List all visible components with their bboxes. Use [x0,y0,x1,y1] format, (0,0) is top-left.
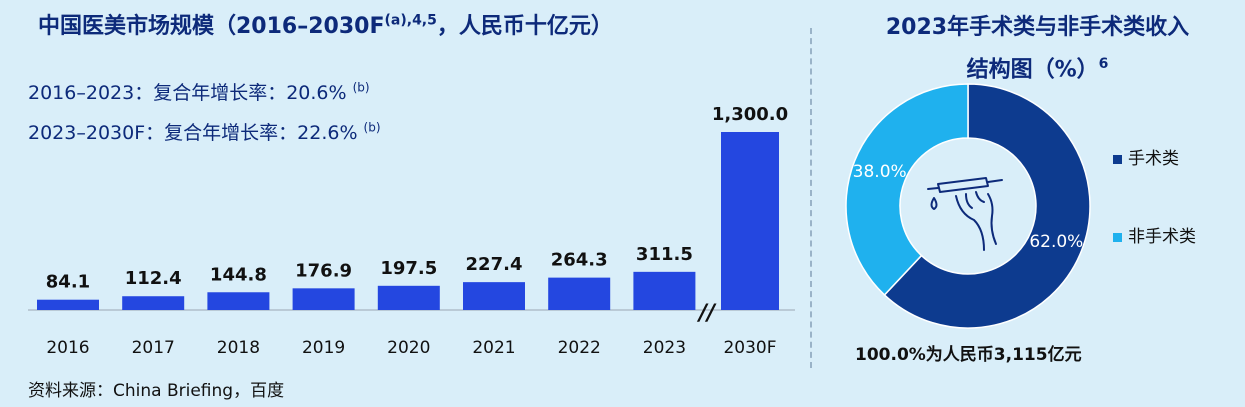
donut-slice-non-surgical [845,83,969,296]
donut-chart-title: 2023年手术类与非手术类收入 结构图（%）6 [830,10,1245,88]
x-tick-2021: 2021 [472,338,515,358]
value-label-2018: 144.8 [210,264,267,285]
cagr-line-2: 2023–2030F：复合年增长率：22.6% (b) [28,118,381,145]
donut-slice-surgical [883,83,1091,329]
bar-2018 [207,292,270,310]
legend-swatch-non-surgical [1113,232,1122,242]
bar-chart-source: 资料来源：China Briefing，百度 [28,381,285,401]
value-label-2023: 311.5 [636,244,693,265]
bar-chart-title-tail: ，人民币十亿元） [436,14,613,39]
x-tick-2018: 2018 [217,338,260,358]
cagr-2-text: 2023–2030F：复合年增长率：22.6% [28,122,358,144]
value-label-2016: 84.1 [46,272,90,293]
panel-divider [810,28,812,368]
x-tick-2030F: 2030F [723,338,776,358]
x-tick-2023: 2023 [643,338,686,358]
legend-label-non-surgical: 非手术类 [1128,227,1196,247]
value-label-2021: 227.4 [466,254,523,275]
bar-chart-title-sup: (a),4,5 [384,12,437,29]
cagr-1-sup: (b) [352,80,370,95]
value-label-2020: 197.5 [380,258,437,279]
bar-2016 [37,299,99,310]
x-tick-2019: 2019 [302,338,345,358]
bar-2021 [463,282,525,310]
value-label-2022: 264.3 [551,250,608,271]
x-tick-2022: 2022 [558,338,601,358]
syringe-hand-icon [927,177,1003,251]
bar-chart-title: 中国医美市场规模（2016–2030F(a),4,5，人民币十亿元） [38,8,613,40]
cagr-2-sup: (b) [363,120,381,135]
legend-item-surgical: 手术类 [1113,144,1179,169]
legend-item-non-surgical: 非手术类 [1113,222,1196,247]
bar-chart-title-main: 中国医美市场规模（2016–2030F [38,14,385,39]
cagr-line-1: 2016–2023：复合年增长率：20.6% (b) [28,78,370,105]
bar-2017 [122,296,185,310]
slice-label-surgical: 62.0% [1029,232,1083,252]
bar-2030F [721,132,779,310]
x-tick-2017: 2017 [132,338,175,358]
x-tick-2020: 2020 [387,338,430,358]
x-tick-2016: 2016 [46,338,89,358]
donut-title-line-2: 结构图（%） [966,57,1099,83]
bar-2023 [633,271,696,310]
legend-label-surgical: 手术类 [1128,149,1179,169]
bar-2020 [377,285,440,310]
value-label-2017: 112.4 [125,268,182,289]
donut-title-line-2-wrap: 结构图（%）6 [830,46,1245,88]
slice-label-non-surgical: 38.0% [853,162,907,182]
donut-total-note: 100.0%为人民币3,115亿元 [855,345,1082,365]
cagr-1-text: 2016–2023：复合年增长率：20.6% [28,82,347,104]
donut-title-line-1: 2023年手术类与非手术类收入 [885,15,1190,40]
bar-2019 [292,288,355,310]
axis-break-mark: // [696,301,717,326]
bar-chart: 84.1 2016 112.4 2017 144.8 2018 176.9 2019 197.5… [28,104,795,358]
value-label-2030F: 1,300.0 [712,104,788,125]
donut-title-sup: 6 [1098,56,1109,72]
legend-swatch-surgical [1113,154,1122,164]
bar-2022 [548,277,611,310]
value-label-2019: 176.9 [295,260,352,281]
